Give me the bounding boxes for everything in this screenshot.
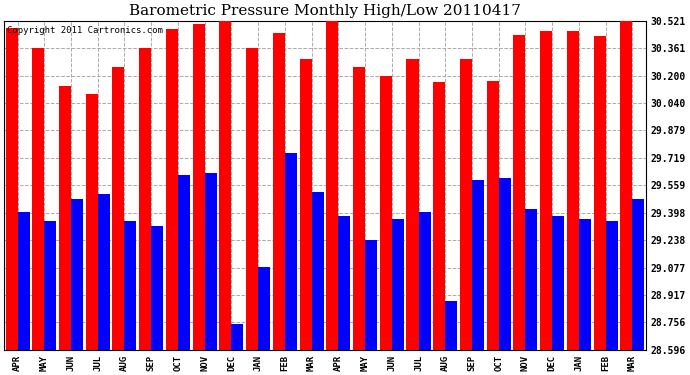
Bar xyxy=(445,301,457,350)
Bar xyxy=(632,199,644,350)
Bar xyxy=(606,221,618,350)
Bar xyxy=(353,67,365,350)
Bar xyxy=(406,58,419,350)
Bar xyxy=(219,21,231,350)
Bar xyxy=(151,226,164,350)
Bar xyxy=(285,153,297,350)
Bar xyxy=(231,324,244,350)
Bar xyxy=(460,58,472,350)
Bar xyxy=(299,58,312,350)
Bar xyxy=(579,219,591,350)
Bar xyxy=(139,48,151,350)
Bar xyxy=(620,21,632,350)
Bar xyxy=(312,192,324,350)
Bar xyxy=(193,24,205,350)
Bar xyxy=(338,216,351,350)
Bar xyxy=(44,221,57,350)
Bar xyxy=(86,94,98,350)
Bar xyxy=(513,34,525,350)
Text: Copyright 2011 Cartronics.com: Copyright 2011 Cartronics.com xyxy=(8,26,164,34)
Bar xyxy=(17,212,30,350)
Bar xyxy=(6,28,17,350)
Bar xyxy=(166,30,178,350)
Bar xyxy=(326,21,338,350)
Bar xyxy=(593,36,606,350)
Bar xyxy=(124,221,137,350)
Bar xyxy=(71,199,83,350)
Bar xyxy=(433,82,445,350)
Bar xyxy=(59,86,71,350)
Bar xyxy=(499,178,511,350)
Bar xyxy=(365,240,377,350)
Bar xyxy=(205,173,217,350)
Bar xyxy=(178,175,190,350)
Bar xyxy=(32,48,44,350)
Title: Barometric Pressure Monthly High/Low 20110417: Barometric Pressure Monthly High/Low 201… xyxy=(129,4,521,18)
Bar xyxy=(525,209,538,350)
Bar xyxy=(380,76,392,350)
Bar xyxy=(392,219,404,350)
Bar xyxy=(98,194,110,350)
Bar xyxy=(472,180,484,350)
Bar xyxy=(419,212,431,350)
Bar xyxy=(552,216,564,350)
Bar xyxy=(540,31,552,350)
Bar xyxy=(567,31,579,350)
Bar xyxy=(112,67,124,350)
Bar xyxy=(246,48,258,350)
Bar xyxy=(486,81,499,350)
Bar xyxy=(258,267,270,350)
Bar xyxy=(273,33,285,350)
